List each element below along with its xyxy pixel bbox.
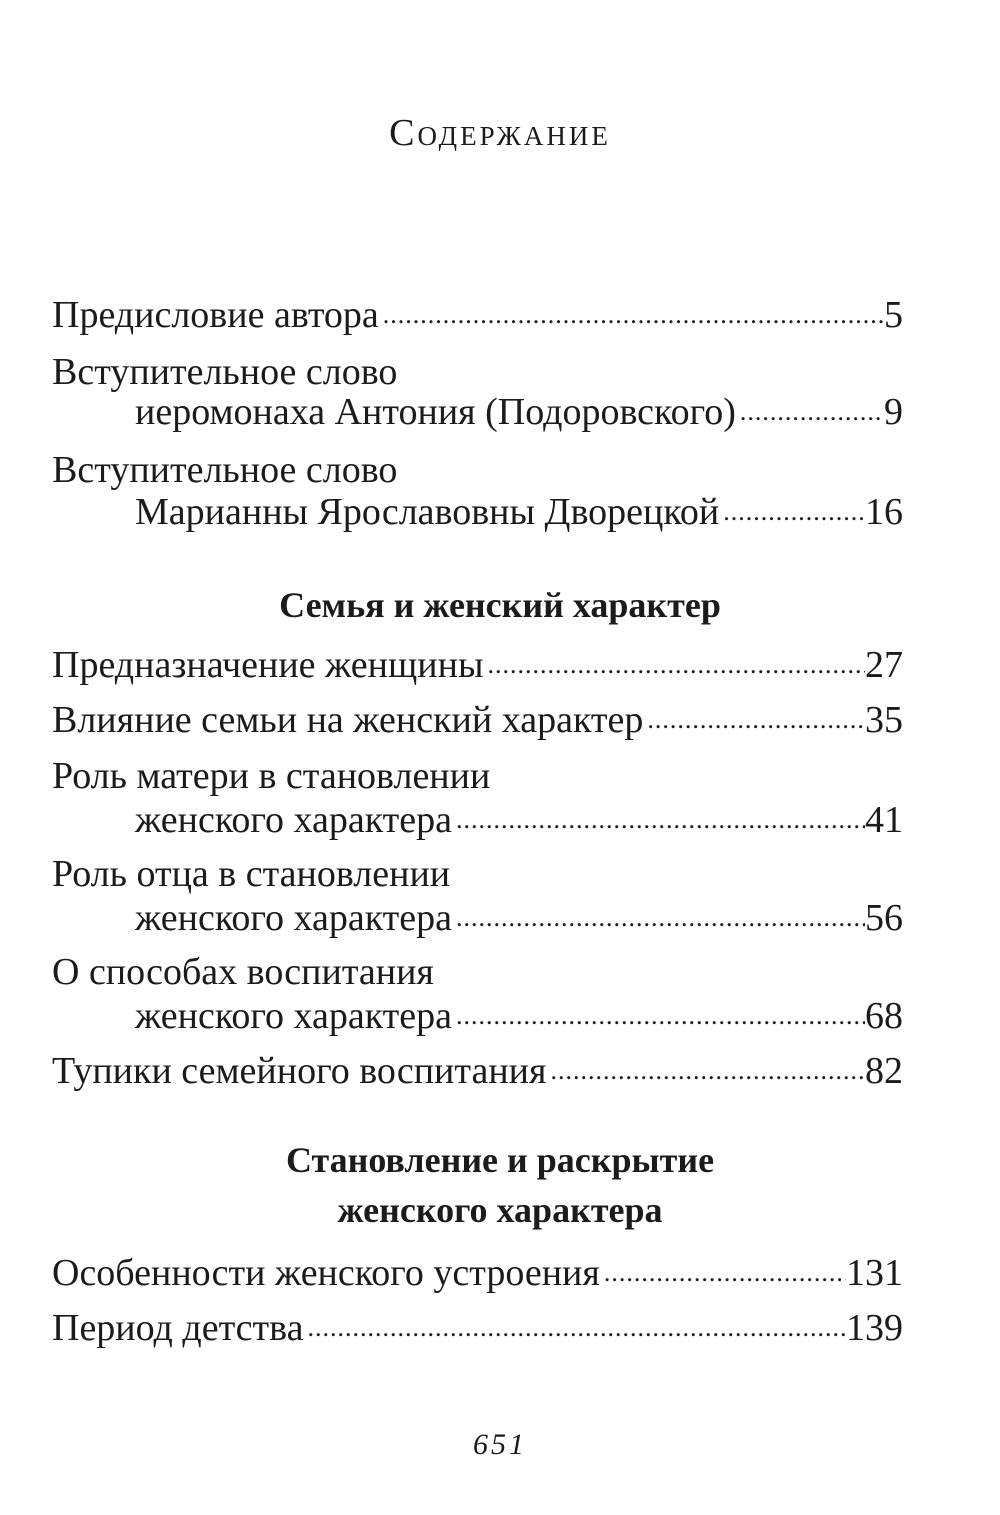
toc-entry-line: Роль отца в становлении [52, 851, 903, 897]
toc-entry: женского характера 41 [135, 797, 903, 843]
toc-entry: Влияние семьи на женский характер 35 [52, 697, 903, 743]
entry-page-number: 56 [865, 897, 903, 939]
entry-title: Вступительное слово [52, 449, 398, 491]
entry-title: О способах воспитания [52, 951, 434, 993]
entry-page-number: 82 [865, 1050, 903, 1092]
dot-leader [303, 1305, 846, 1351]
dot-leader [736, 389, 884, 435]
toc-entry: Период детства 139 [52, 1305, 903, 1351]
entry-title: женского характера [135, 995, 453, 1037]
entry-title: Предназначение женщины [52, 644, 484, 686]
toc-entry: Марианны Ярославовны Дворецкой 16 [135, 489, 903, 535]
entry-page-number: 139 [846, 1307, 903, 1349]
toc-entry: иеромонаха Антония (Подоровского) 9 [135, 389, 903, 435]
entry-page-number: 68 [865, 995, 903, 1037]
entry-title: Период детства [52, 1307, 304, 1349]
toc-entry-line: О способах воспитания [52, 949, 903, 995]
entry-title: женского характера [135, 897, 453, 939]
dot-leader [452, 895, 865, 941]
entry-title: иеромонаха Антония (Подоровского) [135, 391, 736, 433]
entry-title: Вступительное слово [52, 351, 398, 393]
toc-entry: Тупики семейного воспитания 82 [52, 1048, 903, 1094]
entry-page-number: 27 [865, 644, 903, 686]
entry-page-number: 5 [884, 294, 903, 336]
toc-entry-line: Роль матери в становлении [52, 753, 903, 799]
section-heading: Становление и раскрытие [285, 1140, 715, 1180]
dot-leader [452, 797, 865, 843]
toc-entry: Особенности женского устроения 131 [52, 1250, 903, 1296]
toc-entry: Предназначение женщины 27 [52, 642, 903, 688]
entry-page-number: 16 [865, 491, 903, 533]
dot-leader [719, 489, 865, 535]
entry-title: Тупики семейного воспитания [52, 1050, 547, 1092]
dot-leader [452, 993, 865, 1039]
entry-page-number: 131 [846, 1252, 903, 1294]
entry-page-number: 41 [865, 799, 903, 841]
entry-title: женского характера [135, 799, 453, 841]
toc-entry-line: Вступительное слово [52, 447, 903, 493]
dot-leader [483, 642, 865, 688]
entry-title: Марианны Ярославовны Дворецкой [135, 491, 720, 533]
toc-entry: Предисловие автора 5 [52, 292, 903, 338]
section-heading: женского характера [337, 1190, 663, 1230]
page-title: Содержание [389, 112, 611, 154]
entry-title: Особенности женского устроения [52, 1252, 600, 1294]
toc-entry: женского характера 68 [135, 993, 903, 1039]
dot-leader [600, 1250, 846, 1296]
entry-title: Роль отца в становлении [52, 853, 451, 895]
dot-leader [546, 1048, 865, 1094]
section-heading: Семья и женский характер [279, 585, 721, 625]
page-number: 651 [473, 1428, 527, 1461]
dot-leader [379, 292, 884, 338]
entry-title: Влияние семьи на женский характер [52, 699, 644, 741]
dot-leader [643, 697, 865, 743]
entry-title: Предисловие автора [52, 294, 379, 336]
entry-page-number: 35 [865, 699, 903, 741]
toc-entry-line: Вступительное слово [52, 349, 903, 395]
entry-title: Роль матери в становлении [52, 755, 491, 797]
toc-entry: женского характера 56 [135, 895, 903, 941]
entry-page-number: 9 [884, 391, 903, 433]
